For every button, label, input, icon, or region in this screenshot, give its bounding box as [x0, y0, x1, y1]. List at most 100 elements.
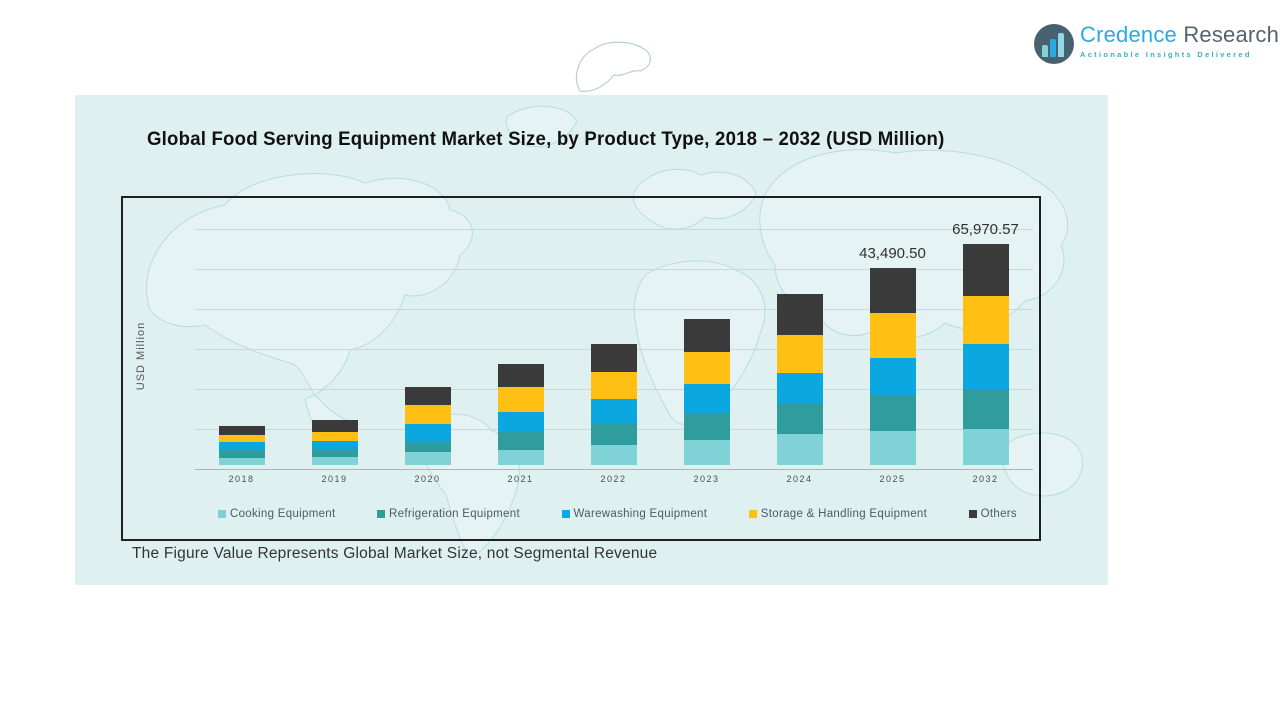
- bar-segment: [683, 319, 730, 352]
- x-axis-labels: 2018 2019 2020 2021 2022 2023 2024 2025 2032: [195, 474, 1032, 484]
- bar-segment: [218, 442, 265, 450]
- logo-text: Credence Research Actionable Insights De…: [1080, 24, 1279, 59]
- bar-column-2021: [474, 221, 567, 465]
- bar-stack-2021: [497, 364, 544, 465]
- bar-segment: [497, 412, 544, 432]
- x-tick-2022: 2022: [600, 474, 627, 484]
- bar-column-2023: [660, 221, 753, 465]
- x-tick-2023: 2023: [693, 474, 720, 484]
- bar-segment: [962, 244, 1009, 296]
- bar-segment: [497, 432, 544, 450]
- legend-swatch-icon: [748, 510, 757, 518]
- bar-segment: [590, 399, 637, 423]
- x-axis-line: [195, 469, 1033, 470]
- bar-stack-2032: [962, 244, 1009, 465]
- bar-segment: [218, 458, 265, 465]
- map-outline-greenland-icon: [575, 41, 651, 92]
- bar-segment: [869, 431, 916, 465]
- legend-label: Warewashing Equipment: [573, 508, 708, 520]
- bar-segment: [869, 268, 916, 313]
- x-tick-2024: 2024: [786, 474, 813, 484]
- bar-stack-2022: [590, 344, 637, 465]
- bars-row: 43,490.50 65,970.57: [195, 221, 1032, 465]
- bar-column-2018: [195, 221, 288, 465]
- legend-label: Others: [980, 508, 1017, 520]
- bar-column-2019: [288, 221, 381, 465]
- x-tick-2020: 2020: [414, 474, 441, 484]
- bar-stack-2025: [869, 268, 916, 465]
- bar-segment: [311, 432, 358, 441]
- bar-segment: [869, 395, 916, 431]
- bar-segment: [404, 442, 451, 452]
- bar-segment: [404, 452, 451, 465]
- legend-item: Storage & Handling Equipment: [748, 508, 928, 520]
- bar-stack-2019: [311, 420, 358, 465]
- bar-stack-2020: [404, 387, 451, 465]
- legend-item: Refrigeration Equipment: [377, 508, 520, 520]
- bar-segment: [962, 429, 1009, 465]
- legend-swatch-icon: [218, 510, 226, 518]
- legend-item: Others: [968, 508, 1017, 520]
- legend-swatch-icon: [561, 510, 570, 518]
- bar-segment: [497, 450, 544, 465]
- bar-segment: [590, 423, 637, 445]
- bar-segment: [590, 445, 637, 465]
- brand-primary: Credence: [1080, 22, 1177, 47]
- bar-segment: [311, 457, 358, 465]
- bar-segment: [311, 449, 358, 457]
- legend-item: Cooking Equipment: [218, 508, 335, 520]
- bar-segment: [497, 364, 544, 387]
- legend-label: Storage & Handling Equipment: [760, 508, 928, 520]
- bar-segment: [683, 413, 730, 440]
- x-tick-2021: 2021: [507, 474, 534, 484]
- bar-segment: [404, 405, 451, 424]
- chart-plot-area: USD Million 43,490.50 65,970.57 2018 2019 2…: [121, 196, 1041, 541]
- credence-research-logo: Credence Research Actionable Insights De…: [1034, 24, 1279, 64]
- bar-column-2024: [753, 221, 846, 465]
- bar-segment: [218, 426, 265, 435]
- brand-tagline: Actionable Insights Delivered: [1080, 50, 1252, 59]
- bar-segment: [962, 344, 1009, 389]
- chart-legend: Cooking Equipment Refrigeration Equipment…: [218, 508, 1017, 520]
- x-tick-2032: 2032: [972, 474, 999, 484]
- bar-stack-2024: [776, 294, 823, 465]
- bar-segment: [962, 296, 1009, 344]
- data-label-2025: 43,490.50: [859, 245, 926, 262]
- bar-segment: [218, 450, 265, 458]
- bar-segment: [683, 352, 730, 384]
- bar-segment: [776, 434, 823, 465]
- bar-segment: [218, 435, 265, 442]
- chart-title: Global Food Serving Equipment Market Siz…: [147, 129, 945, 150]
- legend-swatch-icon: [968, 510, 977, 518]
- legend-item: Warewashing Equipment: [561, 508, 708, 520]
- y-axis-label: USD Million: [135, 321, 147, 391]
- bar-segment: [311, 441, 358, 449]
- bar-segment: [776, 373, 823, 403]
- bar-column-2025: 43,490.50: [846, 221, 939, 465]
- bar-column-2020: [381, 221, 474, 465]
- legend-swatch-icon: [377, 510, 386, 518]
- bar-segment: [404, 387, 451, 405]
- bar-segment: [776, 335, 823, 373]
- bar-segment: [683, 440, 730, 465]
- bar-segment: [590, 344, 637, 372]
- legend-label: Cooking Equipment: [230, 508, 336, 520]
- bar-segment: [404, 424, 451, 442]
- legend-label: Refrigeration Equipment: [389, 508, 520, 520]
- chart-footnote: The Figure Value Represents Global Marke…: [132, 545, 658, 562]
- bar-segment: [683, 384, 730, 413]
- x-tick-2019: 2019: [321, 474, 348, 484]
- bar-segment: [869, 358, 916, 395]
- bar-segment: [776, 403, 823, 434]
- bar-segment: [869, 313, 916, 358]
- brand-secondary: Research: [1183, 22, 1280, 47]
- brand-name: Credence Research: [1080, 24, 1279, 46]
- bar-segment: [311, 420, 358, 432]
- infographic-panel: Global Food Serving Equipment Market Siz…: [75, 95, 1108, 585]
- bar-stack-2018: [218, 426, 265, 465]
- bar-segment: [497, 387, 544, 412]
- bar-segment: [776, 294, 823, 335]
- bar-stack-2023: [683, 319, 730, 465]
- bar-column-2032: 65,970.57: [939, 221, 1032, 465]
- credence-logo-icon: [1034, 24, 1074, 64]
